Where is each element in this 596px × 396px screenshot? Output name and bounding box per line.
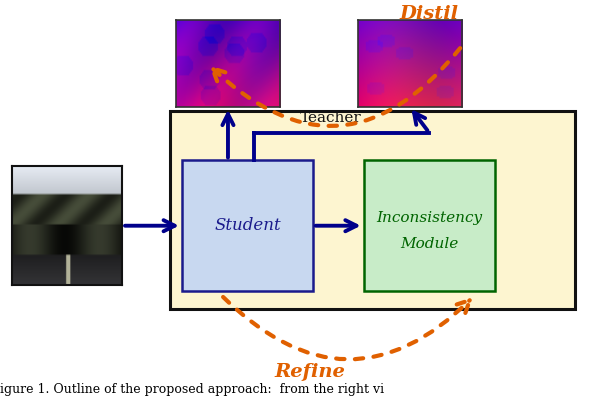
Text: Module: Module — [400, 236, 458, 251]
Text: igure 1. Outline of the proposed approach:  from the right vi: igure 1. Outline of the proposed approac… — [0, 383, 384, 396]
Text: Inconsistency: Inconsistency — [376, 211, 482, 225]
FancyBboxPatch shape — [364, 160, 495, 291]
Text: Distil: Distil — [400, 5, 458, 23]
Text: Refine: Refine — [275, 363, 345, 381]
FancyBboxPatch shape — [182, 160, 313, 291]
FancyArrowPatch shape — [223, 297, 470, 359]
Text: Student: Student — [214, 217, 281, 234]
FancyArrowPatch shape — [213, 48, 460, 126]
FancyBboxPatch shape — [170, 111, 575, 309]
Text: Teacher: Teacher — [300, 111, 362, 125]
